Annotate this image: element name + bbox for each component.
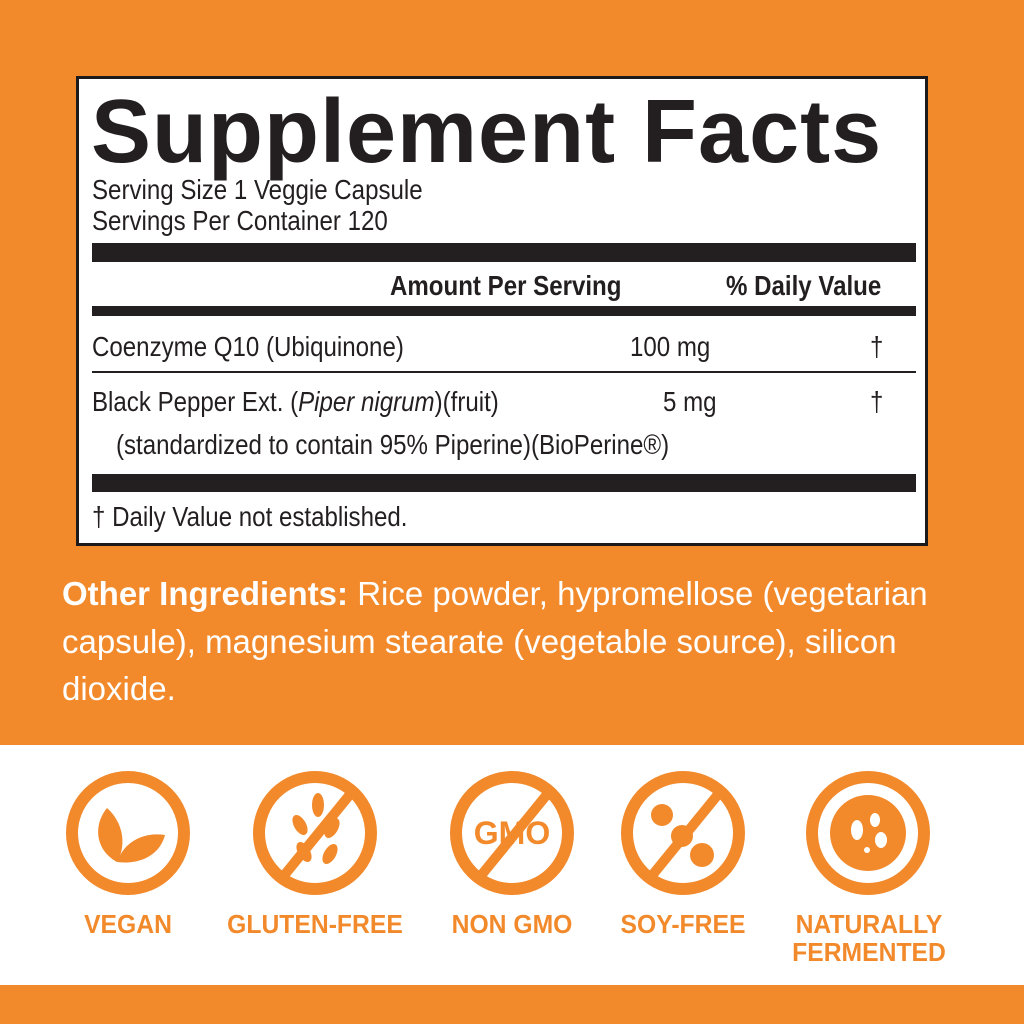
divider-thick [92, 243, 916, 262]
ingredient-amount: 5 mg [663, 386, 717, 417]
header-amount: Amount Per Serving [390, 270, 622, 301]
badge-label-naturally-fermented: NATURALLY FERMENTED [792, 909, 946, 967]
divider-thick [92, 474, 916, 492]
other-ingredients: Other Ingredients: Rice powder, hypromel… [62, 575, 928, 707]
header-daily-value: % Daily Value [726, 270, 882, 301]
ingredient-dv: † [870, 386, 884, 417]
badge-label-gluten-free: GLUTEN-FREE [227, 909, 403, 939]
ingredient-name: Black Pepper Ext. (Piper nigrum)(fruit) [92, 386, 499, 417]
badge-label-non-gmo: NON GMO [451, 909, 573, 939]
facts-title: Supplement Facts [91, 82, 883, 182]
servings-per-container: Servings Per Container 120 [92, 205, 388, 236]
ingredient-note: (standardized to contain 95% Piperine)(B… [116, 429, 670, 460]
no-gmo-icon: GMO [450, 771, 574, 895]
leaf-icon [66, 771, 190, 895]
divider-medium [92, 306, 916, 316]
ingredient-dv: † [870, 331, 884, 362]
divider-thin [92, 371, 916, 373]
ingredient-name: Coenzyme Q10 (Ubiquinone) [92, 331, 404, 362]
badge-label-soy-free: SOY-FREE [620, 909, 746, 939]
fermented-icon [806, 771, 930, 895]
orange-footer-strip [0, 985, 1024, 1024]
footnote: † Daily Value not established. [92, 501, 408, 532]
no-wheat-icon [253, 771, 377, 895]
no-soy-icon [621, 771, 745, 895]
serving-size: Serving Size 1 Veggie Capsule [92, 174, 423, 205]
badge-label-vegan: VEGAN [84, 909, 172, 939]
supplement-facts-panel: Supplement Facts Serving Size 1 Veggie C… [76, 76, 928, 546]
ingredient-amount: 100 mg [630, 331, 711, 362]
